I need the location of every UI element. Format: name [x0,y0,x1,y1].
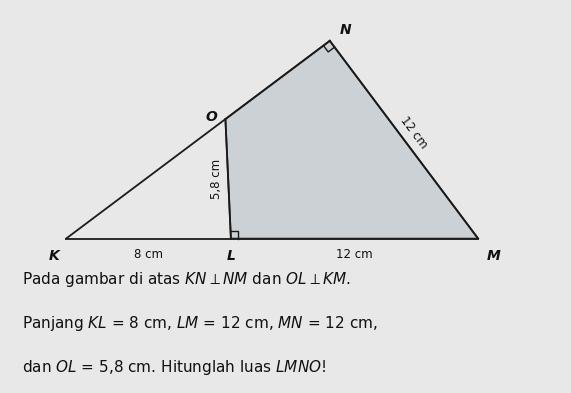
Text: K: K [49,249,60,263]
Text: 12 cm: 12 cm [397,114,430,151]
Polygon shape [226,41,478,239]
Text: 8 cm: 8 cm [134,248,163,261]
Text: 5,8 cm: 5,8 cm [210,159,223,199]
Text: Panjang $KL$ = 8 cm, $LM$ = 12 cm, $MN$ = 12 cm,: Panjang $KL$ = 8 cm, $LM$ = 12 cm, $MN$ … [22,314,378,333]
Text: N: N [340,23,352,37]
Text: Pada gambar di atas $KN \perp NM$ dan $OL \perp KM$.: Pada gambar di atas $KN \perp NM$ dan $O… [22,270,351,289]
Text: 12 cm: 12 cm [336,248,373,261]
Text: O: O [206,110,217,124]
Text: M: M [486,249,500,263]
Text: dan $OL$ = 5,8 cm. Hitunglah luas $LMNO$!: dan $OL$ = 5,8 cm. Hitunglah luas $LMNO$… [22,358,327,377]
Text: L: L [227,249,235,263]
